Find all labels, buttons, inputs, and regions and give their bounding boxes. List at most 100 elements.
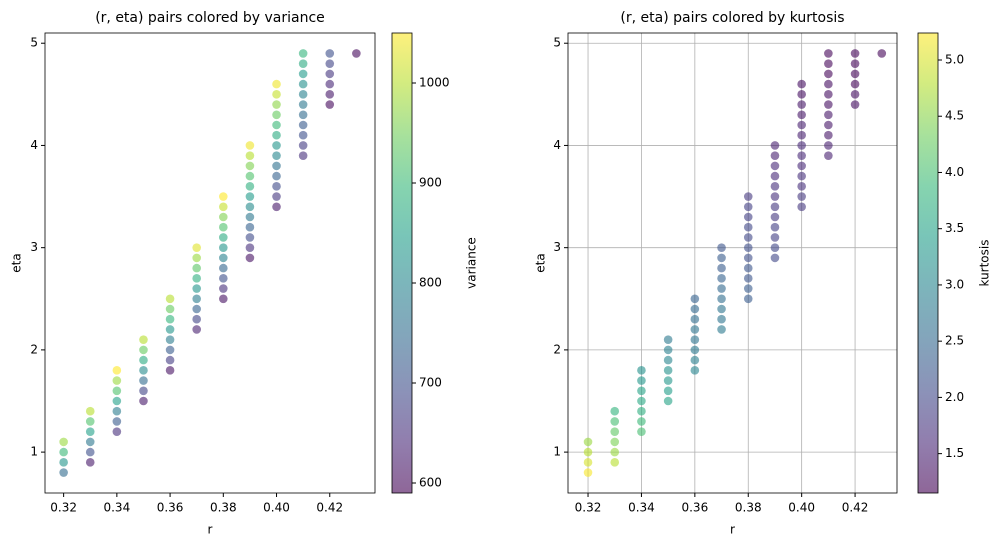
point bbox=[85, 437, 95, 447]
colorbar-tick-label: 600 bbox=[419, 476, 442, 490]
point bbox=[797, 120, 806, 130]
point bbox=[272, 130, 281, 140]
colorbar-tick-label: 800 bbox=[419, 276, 442, 290]
point bbox=[139, 376, 148, 385]
point bbox=[850, 69, 860, 79]
colorbar-tick-label: 3.0 bbox=[945, 277, 964, 291]
chart-title: (r, eta) pairs colored by kurtosis bbox=[620, 10, 844, 26]
point bbox=[850, 90, 860, 99]
point bbox=[139, 335, 148, 344]
colorbar-tick-label: 2.0 bbox=[945, 390, 964, 404]
point bbox=[770, 171, 780, 181]
point bbox=[770, 192, 780, 201]
point bbox=[325, 100, 335, 109]
point bbox=[717, 314, 726, 324]
point bbox=[272, 90, 281, 99]
point bbox=[219, 253, 228, 263]
point bbox=[663, 376, 673, 385]
point bbox=[298, 130, 308, 140]
x-tick-label: 0.32 bbox=[575, 501, 602, 515]
x-axis-label: r bbox=[730, 523, 735, 537]
point bbox=[192, 304, 201, 314]
point bbox=[717, 284, 726, 293]
x-tick-label: 0.38 bbox=[210, 501, 237, 515]
y-tick-label: 3 bbox=[30, 240, 38, 254]
point bbox=[824, 110, 833, 120]
point bbox=[165, 314, 175, 324]
x-axis-label: r bbox=[208, 523, 213, 537]
point bbox=[610, 417, 620, 426]
point bbox=[743, 284, 753, 293]
point bbox=[85, 417, 95, 426]
colorbar-tick-label: 900 bbox=[419, 176, 442, 190]
point bbox=[663, 355, 673, 365]
point bbox=[690, 325, 700, 334]
colorbar-tick-label: 5.0 bbox=[945, 52, 964, 66]
y-tick-label: 1 bbox=[30, 445, 38, 459]
point bbox=[219, 192, 228, 201]
point bbox=[192, 314, 201, 324]
point bbox=[219, 284, 228, 293]
point bbox=[298, 141, 308, 150]
point bbox=[824, 141, 833, 150]
point bbox=[325, 79, 335, 89]
point bbox=[298, 110, 308, 120]
y-tick-label: 5 bbox=[553, 36, 561, 50]
point bbox=[824, 90, 833, 99]
point bbox=[770, 222, 780, 232]
point bbox=[770, 212, 780, 222]
point bbox=[112, 386, 122, 396]
point bbox=[637, 386, 646, 396]
point bbox=[797, 171, 806, 181]
point bbox=[690, 366, 700, 375]
y-tick-label: 5 bbox=[30, 36, 38, 50]
y-tick-label: 2 bbox=[30, 342, 38, 356]
point bbox=[85, 447, 95, 457]
point bbox=[192, 253, 201, 263]
point bbox=[272, 110, 281, 120]
point bbox=[192, 325, 201, 334]
chart-title: (r, eta) pairs colored by variance bbox=[95, 10, 325, 26]
point bbox=[824, 151, 833, 160]
point bbox=[850, 59, 860, 68]
point bbox=[770, 202, 780, 212]
x-tick-label: 0.36 bbox=[681, 501, 708, 515]
point bbox=[272, 120, 281, 130]
point bbox=[325, 69, 335, 79]
point bbox=[770, 253, 780, 263]
point bbox=[610, 458, 620, 467]
point bbox=[797, 202, 806, 212]
point bbox=[192, 263, 201, 273]
y-axis-label: eta bbox=[534, 253, 548, 272]
colorbar-tick-label: 1.5 bbox=[945, 446, 964, 460]
point bbox=[690, 345, 700, 355]
point bbox=[245, 253, 255, 263]
point bbox=[245, 161, 255, 171]
point bbox=[717, 263, 726, 273]
point bbox=[165, 304, 175, 314]
point bbox=[272, 192, 281, 201]
point bbox=[192, 243, 201, 252]
point bbox=[797, 79, 806, 89]
point bbox=[663, 335, 673, 344]
point bbox=[352, 49, 361, 58]
x-tick-label: 0.40 bbox=[788, 501, 815, 515]
point bbox=[85, 406, 95, 416]
x-tick-label: 0.42 bbox=[316, 501, 343, 515]
colorbar-tick-label: 4.5 bbox=[945, 109, 964, 123]
point bbox=[824, 130, 833, 140]
point bbox=[797, 192, 806, 201]
point bbox=[219, 294, 228, 304]
point bbox=[770, 233, 780, 242]
point bbox=[770, 161, 780, 171]
x-tick-label: 0.32 bbox=[50, 501, 77, 515]
point bbox=[245, 192, 255, 201]
point bbox=[850, 100, 860, 109]
point bbox=[610, 437, 620, 447]
colorbar-tick-label: 1000 bbox=[419, 76, 450, 90]
point bbox=[139, 345, 148, 355]
point bbox=[797, 182, 806, 191]
point bbox=[85, 458, 95, 467]
point bbox=[770, 141, 780, 150]
